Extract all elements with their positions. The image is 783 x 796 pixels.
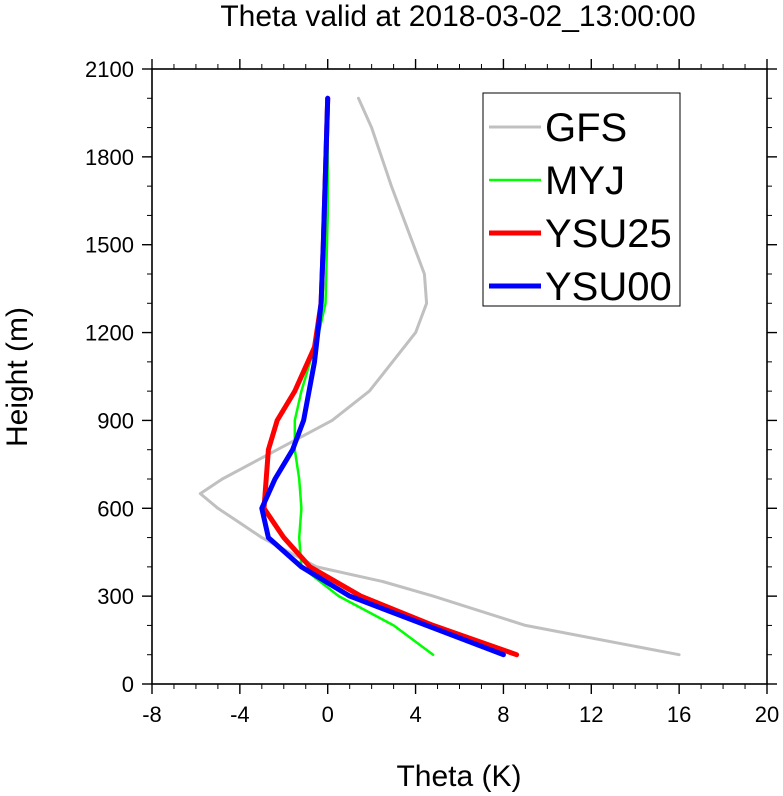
series-line-gfs xyxy=(198,96,681,657)
x-tick-label: 12 xyxy=(579,702,603,727)
x-axis-label: Theta (K) xyxy=(396,760,521,793)
x-tick-label: 16 xyxy=(667,702,691,727)
legend-label-ysu00: YSU00 xyxy=(545,265,672,309)
y-tick-label: 2100 xyxy=(85,57,134,82)
y-tick-label: 1500 xyxy=(85,233,134,258)
y-tick-label: 600 xyxy=(97,496,134,521)
legend-label-gfs: GFS xyxy=(545,106,627,150)
x-tick-label: 0 xyxy=(322,702,334,727)
legend: GFS MYJ YSU25 YSU00 xyxy=(482,92,681,309)
legend-label-ysu25: YSU25 xyxy=(545,212,672,256)
axis-tick-labels: -8 -4 0 4 8 12 16 20 0 300 600 900 1200 1500 1800 2100 xyxy=(85,57,779,727)
x-tick-label: -4 xyxy=(230,702,250,727)
x-tick-label: 4 xyxy=(409,702,421,727)
x-tick-label: 20 xyxy=(755,702,779,727)
y-tick-label: 0 xyxy=(122,672,134,697)
y-tick-label: 300 xyxy=(97,584,134,609)
x-tick-label: 8 xyxy=(497,702,509,727)
y-tick-label: 900 xyxy=(97,408,134,433)
chart-title: Theta valid at 2018-03-02_13:00:00 xyxy=(220,0,695,33)
legend-label-myj: MYJ xyxy=(545,159,625,203)
y-tick-label: 1200 xyxy=(85,321,134,346)
y-tick-label: 1800 xyxy=(85,145,134,170)
series-lines xyxy=(198,95,681,658)
axis-ticks xyxy=(142,59,777,694)
y-axis-label: Height (m) xyxy=(1,307,34,447)
series-line-ysu00 xyxy=(259,95,506,658)
x-tick-label: -8 xyxy=(142,702,162,727)
